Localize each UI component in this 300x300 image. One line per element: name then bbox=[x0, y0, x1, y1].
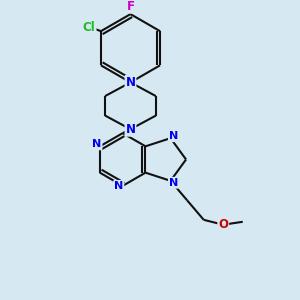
Text: N: N bbox=[169, 178, 178, 188]
Text: N: N bbox=[114, 181, 123, 191]
Text: N: N bbox=[125, 76, 136, 89]
Text: O: O bbox=[218, 218, 228, 231]
Text: N: N bbox=[169, 131, 178, 141]
Text: Cl: Cl bbox=[83, 21, 96, 34]
Text: N: N bbox=[125, 123, 136, 136]
Text: N: N bbox=[92, 140, 102, 149]
Text: F: F bbox=[127, 0, 134, 13]
